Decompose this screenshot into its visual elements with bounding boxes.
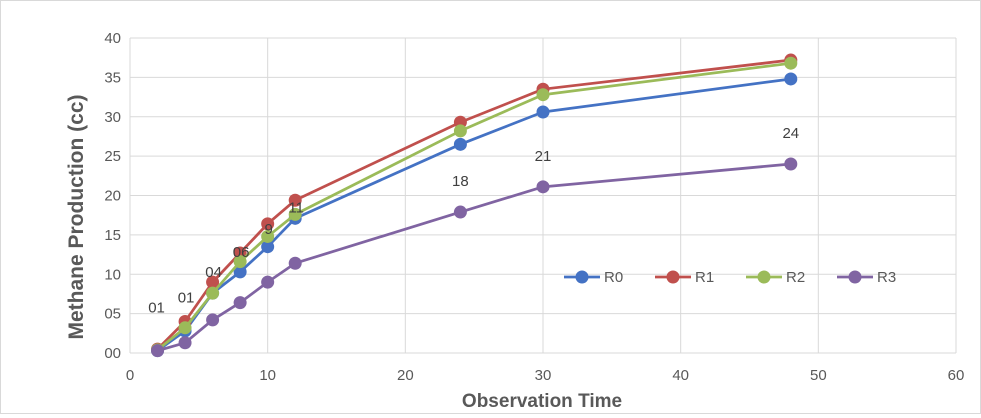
data-point-r2	[288, 207, 302, 221]
x-tick-label: 0	[126, 367, 134, 384]
data-label: 21	[535, 148, 552, 165]
x-tick-label: 30	[535, 367, 552, 384]
data-point-r3	[536, 180, 550, 194]
data-point-r2	[784, 56, 798, 70]
x-tick-label: 20	[397, 367, 414, 384]
y-tick-label: 35	[104, 69, 121, 86]
data-point-r1	[206, 275, 220, 289]
x-tick-label: 50	[810, 367, 827, 384]
data-label: 06	[233, 244, 250, 261]
legend-marker-r0	[575, 270, 589, 284]
y-tick-label: 00	[104, 345, 121, 362]
data-point-r2	[233, 255, 247, 269]
data-label: 01	[178, 289, 195, 306]
legend-label-r3: R3	[877, 269, 896, 286]
y-axis-title: Methane Production (cc)	[65, 94, 88, 339]
x-axis-title: Observation Time	[462, 391, 622, 412]
series-line-r0	[156, 77, 791, 352]
data-point-r2	[453, 124, 467, 138]
grid-lines	[129, 37, 957, 354]
y-tick-label: 10	[104, 266, 121, 283]
legend-label-r0: R0	[604, 269, 623, 286]
data-point-r3	[261, 275, 275, 289]
data-label: 11	[288, 200, 304, 217]
data-point-r1	[288, 193, 302, 207]
legend-label-r1: R1	[695, 269, 714, 286]
data-label: 9	[264, 221, 272, 238]
legend-label-r2: R2	[786, 269, 805, 286]
data-point-r2	[261, 229, 275, 243]
y-tick-label: 15	[104, 227, 121, 244]
data-point-r3	[178, 336, 192, 350]
data-label: 18	[452, 173, 469, 190]
data-point-r3	[233, 296, 247, 310]
data-point-r1	[261, 217, 275, 231]
data-point-r3	[784, 157, 798, 171]
data-label: 04	[205, 264, 222, 281]
data-point-r3	[288, 256, 302, 270]
series-lines	[151, 53, 798, 358]
data-point-r2	[178, 321, 192, 335]
x-tick-label: 10	[259, 367, 276, 384]
y-tick-label: 30	[104, 109, 121, 126]
data-point-r0	[453, 137, 467, 151]
y-tick-label: 40	[104, 30, 121, 47]
data-point-r3	[453, 205, 467, 219]
data-point-r0	[233, 265, 247, 279]
data-point-r3	[151, 344, 165, 358]
data-label: 24	[782, 125, 799, 142]
data-point-r3	[206, 313, 220, 327]
data-labels: 01 01 04 06 9 11 18 21 24	[148, 125, 799, 317]
legend-marker-r2	[757, 270, 771, 284]
y-tick-label: 05	[104, 306, 121, 323]
data-point-r0	[261, 240, 275, 254]
legend-marker-r3	[848, 270, 862, 284]
y-tick-label: 25	[104, 148, 121, 165]
series-line-r1	[156, 58, 791, 351]
legend-marker-r1	[666, 270, 680, 284]
y-tick-label: 20	[104, 188, 121, 205]
data-point-r0	[784, 72, 798, 86]
data-label: 01	[148, 300, 165, 317]
x-tick-label: 60	[948, 367, 965, 384]
series-line-r3	[157, 162, 791, 352]
x-tick-label: 40	[672, 367, 689, 384]
data-point-r0	[536, 105, 550, 119]
data-point-r2	[536, 88, 550, 102]
legend: R0 R1 R2 R3	[564, 269, 896, 286]
data-point-r2	[206, 286, 220, 300]
